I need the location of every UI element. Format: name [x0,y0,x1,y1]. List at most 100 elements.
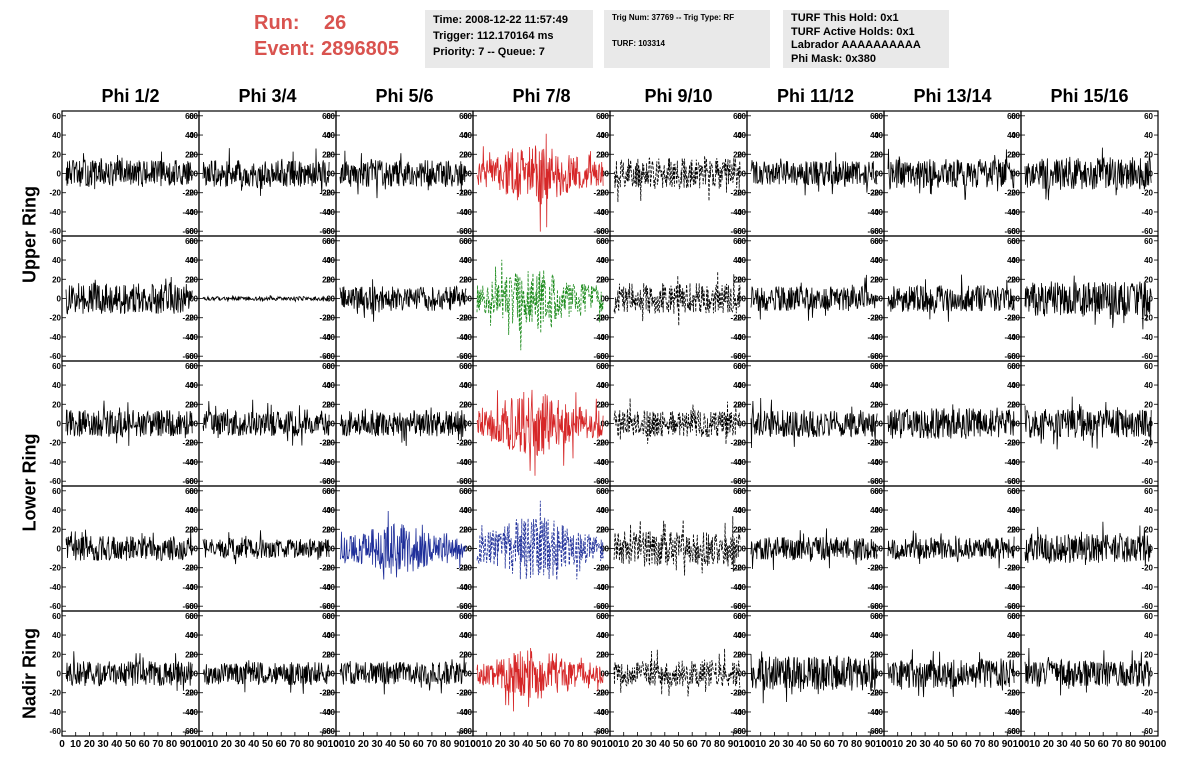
y-tick-label: 20 [185,525,194,534]
y-tick-label: -20 [730,564,742,573]
y-tick-label: -20 [597,689,609,698]
y-tick-label: -20 [456,564,468,573]
y-tick-label: 20 [737,525,746,534]
y-tick-label: 40 [600,131,609,140]
y-tick-label: 60 [600,362,609,371]
y-tick-label: 0 [605,295,610,304]
y-tick-label: 60 [737,487,746,496]
y-tick-label: 40 [1011,256,1020,265]
y-tick-label: -60 [593,602,605,611]
y-tick-label: -40 [1008,333,1020,342]
y-tick-label: -20 [323,439,335,448]
x-tick-label: 40 [248,739,260,750]
x-tick-label: 60 [824,739,836,750]
y-tick-label: 40 [189,506,198,515]
y-tick-label: -60 [1008,602,1020,611]
y-tick-label: -20 [1004,564,1016,573]
y-tick-label: -40 [1141,583,1153,592]
y-tick-label: -60 [1141,477,1153,486]
y-tick-label: -60 [186,602,198,611]
waveform-trace [476,647,604,712]
y-tick-label: 40 [1007,131,1016,140]
y-tick-label: 0 [605,670,610,679]
x-tick-label: 0 [59,739,65,750]
y-tick-label: 20 [1011,650,1020,659]
x-tick-label: 80 [440,739,452,750]
y-tick-label: 0 [194,670,199,679]
x-tick-label: 50 [399,739,411,750]
y-tick-label: 20 [52,400,61,409]
y-tick-label: 20 [733,650,742,659]
waveform-trace [476,500,604,580]
x-tick-label: 30 [235,739,247,750]
y-tick-label: -20 [597,439,609,448]
y-tick-label: 20 [463,525,472,534]
x-tick-label: 10 [481,739,493,750]
y-tick-label: -20 [1008,564,1020,573]
y-tick-label: -20 [867,689,879,698]
y-tick-label: 60 [459,487,468,496]
y-tick-label: -60 [593,727,605,736]
y-tick-label: 0 [1149,670,1154,679]
y-tick-label: 40 [1011,631,1020,640]
y-tick-label: -60 [867,352,879,361]
y-tick-label: -60 [867,727,879,736]
y-tick-label: -60 [597,227,609,236]
x-tick-label: 50 [673,739,685,750]
y-tick-label: 20 [596,275,605,284]
y-tick-label: -40 [734,208,746,217]
y-tick-label: -60 [597,477,609,486]
y-tick-label: -40 [730,458,742,467]
y-tick-label: -20 [323,189,335,198]
y-tick-label: 0 [742,420,747,429]
y-tick-label: -60 [460,727,472,736]
y-tick-label: 0 [464,420,469,429]
y-tick-label: 0 [57,670,62,679]
y-tick-label: 20 [596,150,605,159]
y-tick-label: 60 [733,487,742,496]
y-tick-label: 40 [1007,506,1016,515]
event-value: 2896805 [321,38,399,60]
y-tick-label: 40 [1011,131,1020,140]
y-tick-label: -20 [1008,314,1020,323]
waveform-trace [887,148,1015,200]
waveform-trace [65,529,193,562]
y-tick-label: 0 [331,170,336,179]
y-tick-label: -40 [867,208,879,217]
y-tick-label: -60 [1004,352,1016,361]
y-tick-label: -40 [871,583,883,592]
y-tick-label: 60 [733,112,742,121]
y-tick-label: 40 [737,381,746,390]
x-tick-label: 20 [1043,739,1055,750]
y-tick-label: 60 [874,112,883,121]
x-tick-label: 100 [876,739,893,750]
y-tick-label: 0 [1149,170,1154,179]
y-tick-label: -40 [460,333,472,342]
waveform-trace [476,133,604,232]
y-tick-label: -40 [597,333,609,342]
y-tick-label: 20 [52,650,61,659]
y-tick-label: -20 [597,189,609,198]
y-tick-label: -60 [597,352,609,361]
y-tick-label: 60 [870,487,879,496]
y-tick-label: 20 [870,650,879,659]
y-tick-label: 60 [733,237,742,246]
y-tick-label: -40 [460,458,472,467]
y-tick-label: -40 [319,333,331,342]
waveform-trace [202,295,330,303]
y-tick-label: -20 [323,564,335,573]
y-tick-label: -60 [49,227,61,236]
y-tick-label: 60 [1144,612,1153,621]
y-tick-label: 60 [596,612,605,621]
y-tick-label: -60 [323,227,335,236]
y-tick-label: -60 [182,352,194,361]
y-tick-label: 60 [596,362,605,371]
y-tick-label: 40 [459,131,468,140]
x-tick-label: 70 [563,739,575,750]
